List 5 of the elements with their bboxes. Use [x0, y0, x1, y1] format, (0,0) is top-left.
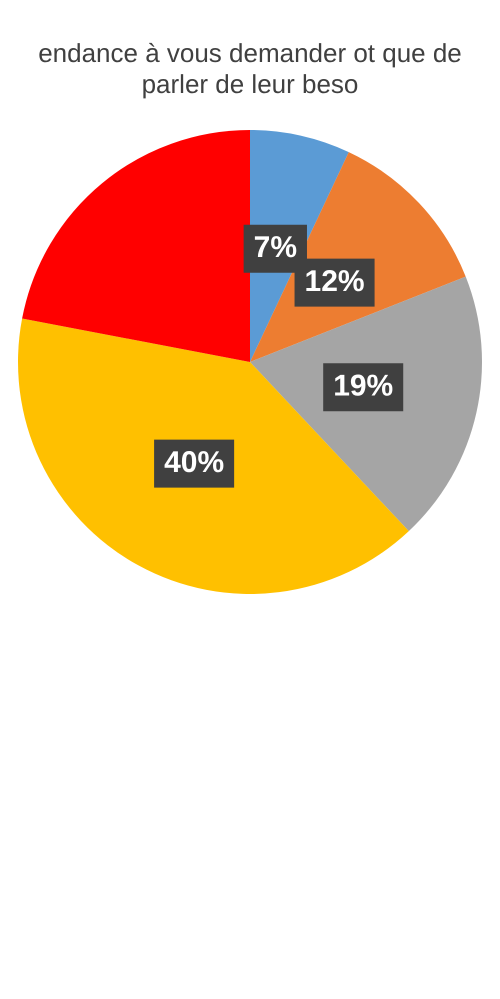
data-label: 12%	[304, 264, 365, 298]
chart-title: endance à vous demander ot que de parler de leur beso	[37, 37, 463, 101]
data-label: 40%	[164, 446, 224, 479]
data-label: 7%	[254, 231, 297, 264]
data-label: 19%	[333, 370, 394, 403]
